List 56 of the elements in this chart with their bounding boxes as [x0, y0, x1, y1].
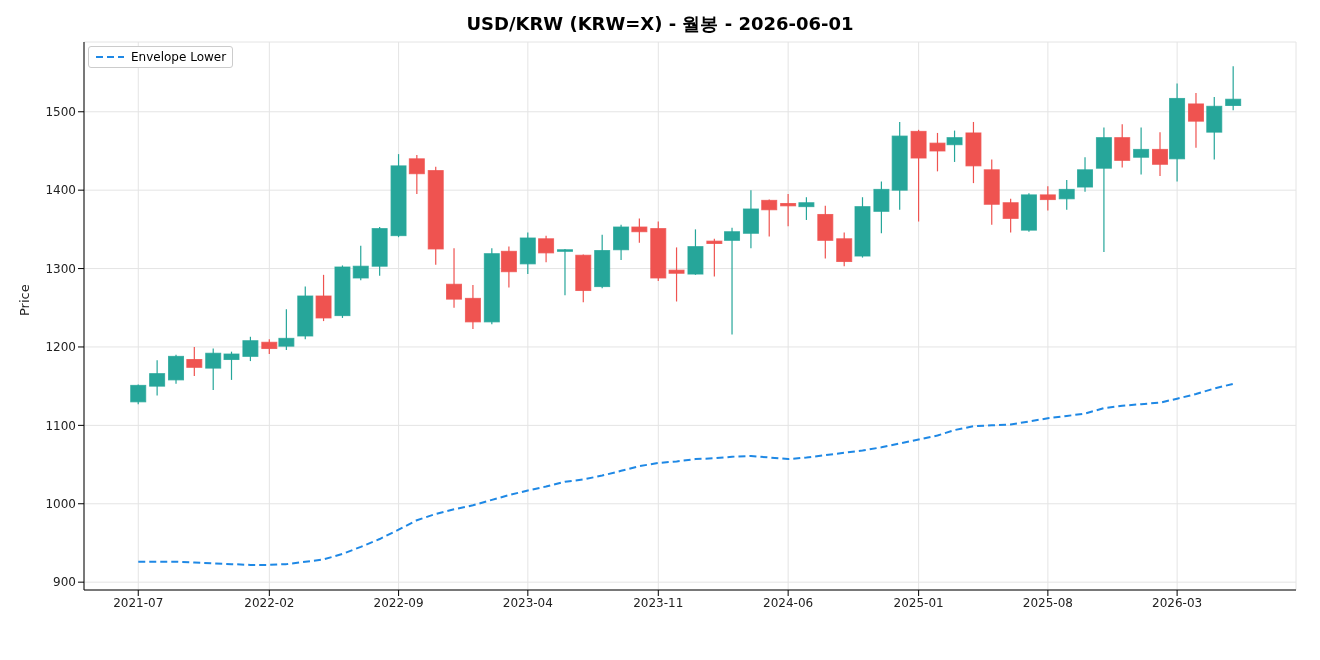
- candlestick: [168, 354, 185, 385]
- x-tick-label: 2023-11: [633, 595, 684, 610]
- x-tick-label: 2025-08: [1022, 595, 1073, 610]
- candlestick: [929, 132, 946, 172]
- candlestick: [1077, 156, 1094, 193]
- candlestick: [149, 359, 166, 397]
- x-tick-label: 2026-03: [1152, 595, 1203, 610]
- y-tick-label: 900: [53, 575, 76, 590]
- x-tick-label: 2021-07: [113, 595, 164, 610]
- candlestick: [1187, 92, 1204, 149]
- candlestick: [1225, 65, 1242, 111]
- candlestick: [315, 274, 332, 322]
- candlestick: [223, 351, 240, 381]
- candlestick: [352, 245, 369, 281]
- x-tick-label: 2023-04: [502, 595, 553, 610]
- candlestick: [1058, 179, 1075, 211]
- y-tick-label: 1500: [45, 105, 76, 120]
- candlestick: [724, 227, 741, 336]
- candlestick: [873, 180, 890, 234]
- candlestick: [538, 235, 555, 263]
- candlestick: [761, 198, 778, 238]
- candlestick: [242, 336, 259, 362]
- candlestick: [780, 193, 797, 227]
- candlestick: [798, 196, 815, 221]
- candlestick: [446, 247, 463, 309]
- y-tick-label: 1200: [45, 340, 76, 355]
- candlestick: [631, 217, 648, 244]
- candlestick: [186, 346, 203, 377]
- x-tick-label: 2024-06: [763, 595, 814, 610]
- y-tick-label: 1400: [45, 183, 76, 198]
- candlestick: [278, 308, 295, 351]
- candlestick: [1133, 126, 1150, 176]
- candlestick: [1152, 131, 1169, 177]
- candlestick: [706, 238, 723, 278]
- x-tick-label: 2025-01: [893, 595, 944, 610]
- candlestick: [668, 246, 685, 303]
- y-axis-title: Price: [16, 284, 32, 316]
- candlestick: [1114, 123, 1131, 169]
- candlestick: [556, 248, 573, 296]
- candlestick: [1002, 198, 1019, 234]
- y-tick-label: 1100: [45, 418, 76, 433]
- candlestick: [464, 284, 481, 330]
- candlestick: [500, 246, 517, 288]
- candlestick: [408, 154, 425, 195]
- candlestick: [946, 129, 963, 163]
- legend-label: Envelope Lower: [130, 50, 227, 64]
- line-series: [137, 382, 1235, 566]
- candlestick: [1039, 185, 1056, 212]
- y-tick-label: 1300: [45, 261, 76, 276]
- candlestick: [205, 347, 222, 391]
- candlestick: [836, 231, 853, 267]
- x-tick-label: 2022-02: [244, 595, 295, 610]
- x-tick-label: 2022-09: [373, 595, 424, 610]
- y-tick-label: 1000: [45, 497, 76, 512]
- chart-title: USD/KRW (KRW=X) - 월봉 - 2026-06-01: [465, 12, 855, 36]
- candlestick: [613, 224, 630, 261]
